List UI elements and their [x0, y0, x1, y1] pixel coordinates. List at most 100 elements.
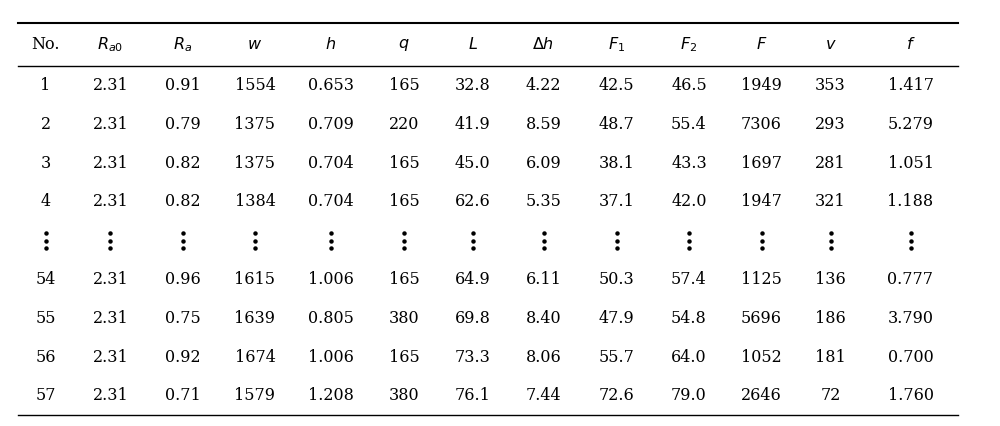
Text: 50.3: 50.3 [599, 271, 634, 288]
Text: 1.760: 1.760 [888, 387, 934, 404]
Text: 79.0: 79.0 [671, 387, 707, 404]
Text: 165: 165 [389, 193, 419, 210]
Text: $\Delta h$: $\Delta h$ [532, 36, 555, 53]
Text: 64.0: 64.0 [671, 348, 707, 366]
Text: 76.1: 76.1 [455, 387, 490, 404]
Text: $w$: $w$ [247, 36, 263, 53]
Text: 5696: 5696 [741, 310, 782, 327]
Text: $F$: $F$ [756, 36, 767, 53]
Text: 1947: 1947 [741, 193, 782, 210]
Text: No.: No. [31, 36, 60, 53]
Text: 69.8: 69.8 [455, 310, 490, 327]
Text: 6.11: 6.11 [526, 271, 561, 288]
Text: 321: 321 [815, 193, 846, 210]
Text: 32.8: 32.8 [455, 77, 490, 94]
Text: 55.4: 55.4 [671, 116, 707, 133]
Text: 1579: 1579 [234, 387, 276, 404]
Text: 4: 4 [40, 193, 51, 210]
Text: 165: 165 [389, 155, 419, 172]
Text: $v$: $v$ [825, 36, 836, 53]
Text: 6.09: 6.09 [526, 155, 561, 172]
Text: 1.006: 1.006 [308, 271, 354, 288]
Text: 1949: 1949 [741, 77, 782, 94]
Text: 0.709: 0.709 [308, 116, 354, 133]
Text: 1697: 1697 [741, 155, 782, 172]
Text: 1674: 1674 [235, 348, 275, 366]
Text: 1375: 1375 [234, 155, 276, 172]
Text: 1639: 1639 [234, 310, 276, 327]
Text: 5.35: 5.35 [526, 193, 561, 210]
Text: 42.0: 42.0 [671, 193, 707, 210]
Text: 56: 56 [35, 348, 56, 366]
Text: 380: 380 [389, 310, 419, 327]
Text: $f$: $f$ [906, 36, 915, 53]
Text: 1375: 1375 [234, 116, 276, 133]
Text: 165: 165 [389, 271, 419, 288]
Text: 2646: 2646 [741, 387, 782, 404]
Text: 41.9: 41.9 [455, 116, 490, 133]
Text: 2.31: 2.31 [93, 348, 128, 366]
Text: 54: 54 [35, 271, 56, 288]
Text: 0.704: 0.704 [308, 155, 354, 172]
Text: 281: 281 [815, 155, 846, 172]
Text: 1615: 1615 [234, 271, 276, 288]
Text: 2.31: 2.31 [93, 193, 128, 210]
Text: $R_{a}$: $R_{a}$ [173, 35, 193, 54]
Text: $L$: $L$ [468, 36, 477, 53]
Text: 46.5: 46.5 [671, 77, 707, 94]
Text: 0.777: 0.777 [888, 271, 934, 288]
Text: 43.3: 43.3 [671, 155, 707, 172]
Text: 1.417: 1.417 [888, 77, 934, 94]
Text: 0.96: 0.96 [165, 271, 201, 288]
Text: 3: 3 [40, 155, 51, 172]
Text: 57: 57 [35, 387, 56, 404]
Text: 2.31: 2.31 [93, 387, 128, 404]
Text: 8.06: 8.06 [526, 348, 561, 366]
Text: $F_{1}$: $F_{1}$ [608, 35, 625, 54]
Text: 1554: 1554 [235, 77, 275, 94]
Text: 2.31: 2.31 [93, 271, 128, 288]
Text: 1052: 1052 [741, 348, 782, 366]
Text: 38.1: 38.1 [599, 155, 634, 172]
Text: 8.40: 8.40 [526, 310, 561, 327]
Text: 73.3: 73.3 [455, 348, 490, 366]
Text: 37.1: 37.1 [599, 193, 634, 210]
Text: 1.006: 1.006 [308, 348, 354, 366]
Text: 0.75: 0.75 [165, 310, 201, 327]
Text: 7.44: 7.44 [526, 387, 561, 404]
Text: 47.9: 47.9 [599, 310, 634, 327]
Text: 72.6: 72.6 [599, 387, 634, 404]
Text: 5.279: 5.279 [888, 116, 934, 133]
Text: 2.31: 2.31 [93, 77, 128, 94]
Text: 186: 186 [815, 310, 846, 327]
Text: 0.700: 0.700 [888, 348, 933, 366]
Text: 0.82: 0.82 [165, 193, 201, 210]
Text: 136: 136 [815, 271, 846, 288]
Text: 72: 72 [820, 387, 841, 404]
Text: 4.22: 4.22 [526, 77, 561, 94]
Text: 2.31: 2.31 [93, 116, 128, 133]
Text: 165: 165 [389, 77, 419, 94]
Text: $F_{2}$: $F_{2}$ [680, 35, 698, 54]
Text: 62.6: 62.6 [455, 193, 490, 210]
Text: 0.91: 0.91 [165, 77, 201, 94]
Text: 42.5: 42.5 [599, 77, 634, 94]
Text: 165: 165 [389, 348, 419, 366]
Text: 7306: 7306 [741, 116, 782, 133]
Text: 1.051: 1.051 [888, 155, 934, 172]
Text: $h$: $h$ [325, 36, 337, 53]
Text: 0.82: 0.82 [165, 155, 201, 172]
Text: 1: 1 [40, 77, 51, 94]
Text: 54.8: 54.8 [671, 310, 707, 327]
Text: 1384: 1384 [235, 193, 275, 210]
Text: 64.9: 64.9 [455, 271, 490, 288]
Text: 0.92: 0.92 [165, 348, 201, 366]
Text: 8.59: 8.59 [526, 116, 561, 133]
Text: 380: 380 [389, 387, 419, 404]
Text: 55.7: 55.7 [599, 348, 634, 366]
Text: 181: 181 [815, 348, 846, 366]
Text: 0.805: 0.805 [308, 310, 354, 327]
Text: $q$: $q$ [398, 36, 410, 53]
Text: 220: 220 [389, 116, 419, 133]
Text: 293: 293 [815, 116, 846, 133]
